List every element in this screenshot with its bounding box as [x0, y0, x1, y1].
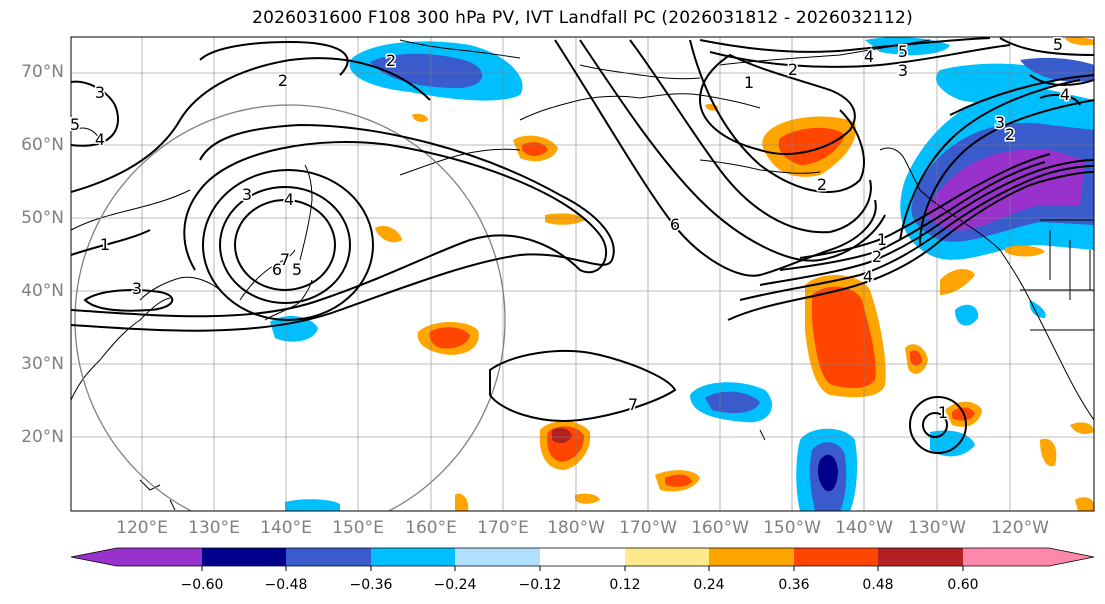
- lat-label: 70°N: [21, 62, 64, 82]
- contour-label: 7: [280, 250, 290, 269]
- lat-label: 20°N: [21, 427, 64, 447]
- lon-label: 140°E: [260, 518, 312, 538]
- contour-label: 3: [242, 185, 252, 204]
- colorbar-tick-label: −0.48: [264, 577, 308, 593]
- contour-label: 4: [1060, 85, 1070, 104]
- lon-label: 130°W: [908, 518, 966, 538]
- lon-label: 160°E: [405, 518, 457, 538]
- lat-label: 50°N: [21, 208, 64, 228]
- lon-label: 170°W: [619, 518, 677, 538]
- contour-label: 7: [628, 395, 638, 414]
- lon-label: 160°W: [691, 518, 749, 538]
- contour-label: 6: [272, 260, 282, 279]
- lon-label: 130°E: [188, 518, 240, 538]
- colorbar-tick-label: −0.12: [518, 577, 562, 593]
- colorbar-tick-label: −0.36: [349, 577, 393, 593]
- contour-label: 4: [864, 47, 874, 66]
- lon-label: 140°W: [835, 518, 893, 538]
- map-title: 2026031600 F108 300 hPa PV, IVT Landfall…: [252, 8, 913, 28]
- contour-label: 5: [292, 260, 302, 279]
- colorbar-tick-label: 0.24: [693, 577, 725, 593]
- lat-label: 40°N: [21, 281, 64, 301]
- lat-label: 60°N: [21, 135, 64, 155]
- contour-label: 4: [863, 267, 873, 286]
- contour-label: 1: [744, 73, 754, 92]
- lon-label: 150°E: [332, 518, 384, 538]
- contour-label: 1: [100, 235, 110, 254]
- lon-label: 120°E: [116, 518, 168, 538]
- contour-label: 5: [898, 42, 908, 61]
- contour-label: 2: [817, 175, 827, 194]
- contour-label: 5: [70, 115, 80, 134]
- contour-label: 2: [386, 51, 396, 70]
- contour-label: 3: [898, 61, 908, 80]
- lon-label: 180°W: [547, 518, 605, 538]
- contour-label: 3: [132, 279, 142, 298]
- contour-label: 1: [938, 403, 948, 422]
- contour-label: 6: [670, 215, 680, 234]
- radius-circle: [74, 104, 506, 511]
- contour-label: 1: [877, 230, 887, 249]
- colorbar-tick-label: 0.36: [778, 577, 810, 593]
- contour-label: 3: [995, 113, 1005, 132]
- contour-label: 3: [95, 83, 105, 102]
- lon-label: 170°E: [477, 518, 529, 538]
- colorbar-tick-label: 0.48: [862, 577, 894, 593]
- colorbar-tick-label: 0.60: [947, 577, 979, 593]
- contour-label: 4: [284, 190, 294, 209]
- contour-label: 2: [278, 71, 288, 90]
- contour-label: 5: [1053, 35, 1063, 54]
- contour-label: 2: [788, 60, 798, 79]
- lon-label: 150°W: [763, 518, 821, 538]
- lat-label: 30°N: [21, 354, 64, 374]
- contour-label: 2: [872, 247, 882, 266]
- contour-label: 4: [95, 130, 105, 149]
- colorbar-tick-label: 0.12: [609, 577, 641, 593]
- colorbar-tick-label: −0.60: [180, 577, 224, 593]
- lon-label: 120°W: [991, 518, 1049, 538]
- colorbar-tick-label: −0.24: [433, 577, 477, 593]
- contour-label: 2: [1005, 125, 1015, 144]
- pv-contours: [71, 37, 1094, 454]
- ivt-anomaly-shading: [270, 37, 1094, 511]
- map-frame: [70, 36, 1095, 512]
